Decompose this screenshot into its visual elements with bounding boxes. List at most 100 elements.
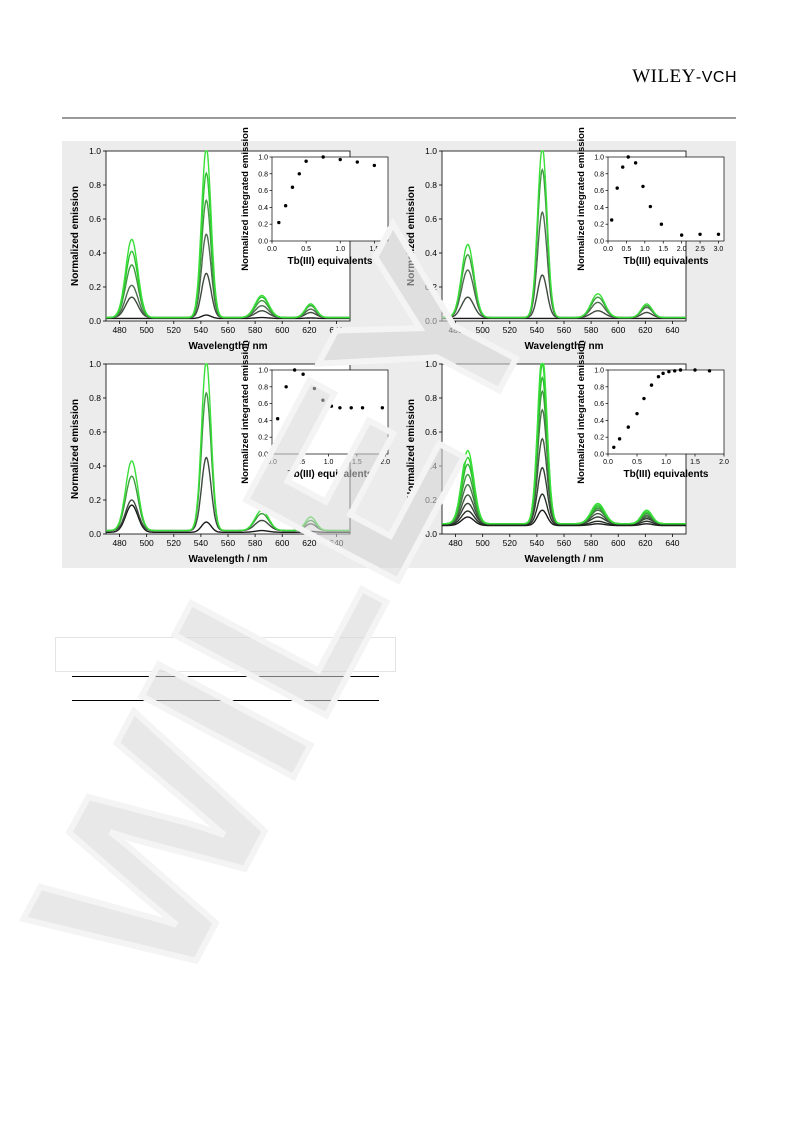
inset-x-tick-label: 2.5 (695, 246, 705, 253)
inset-frame (607, 156, 725, 242)
inset-point (321, 155, 325, 159)
x-tick-label: 540 (194, 325, 208, 335)
x-tick-label: 580 (584, 538, 598, 548)
y-tick-label: 0.6 (89, 214, 101, 224)
inset-x-tick-label: 0.5 (295, 459, 305, 466)
inset-frame (271, 369, 389, 455)
x-tick-label: 580 (584, 325, 598, 335)
y-tick-label: 0.6 (89, 427, 101, 437)
publisher-logo: WILEY-VCH (632, 66, 737, 88)
spectrum-line (106, 314, 350, 320)
inset-point (617, 437, 622, 441)
x-tick-label: 520 (503, 325, 517, 335)
inset-point (312, 386, 317, 391)
x-axis-label: Wavelength / nm (524, 554, 603, 565)
inset-y-tick-label: 0.4 (258, 418, 268, 425)
y-axis-label: Normalized emission (406, 186, 417, 286)
inset-x-tick-label: 1.0 (335, 246, 345, 253)
inset-x-tick-label: 1.0 (324, 459, 334, 466)
y-tick-label: 0.6 (425, 214, 437, 224)
y-tick-label: 0.2 (89, 495, 101, 505)
inset-x-tick-label: 0.5 (301, 246, 311, 253)
inset-point (673, 369, 677, 373)
inset-point (304, 159, 308, 163)
y-tick-label: 0.6 (425, 427, 437, 437)
x-tick-label: 620 (638, 325, 652, 335)
x-tick-label: 540 (194, 538, 208, 548)
inset-point (633, 161, 638, 165)
x-tick-label: 520 (167, 325, 181, 335)
inset-point (659, 222, 664, 226)
inset-frame (607, 369, 725, 455)
x-tick-label: 640 (665, 325, 679, 335)
inset-point (321, 398, 325, 402)
figure: 480 500 520 540 560 580 600 620 640 0.0 0.2 0.4 0.6 0… (62, 127, 736, 568)
y-axis-label: Normalized emission (406, 399, 417, 499)
y-axis-label: Normalized emission (70, 186, 81, 286)
y-tick-label: 0.4 (89, 248, 101, 258)
inset-point (642, 396, 646, 401)
x-axis-label: Wavelength / nm (188, 554, 267, 565)
spectrum-line (442, 493, 686, 526)
x-tick-label: 520 (167, 538, 181, 548)
x-tick-label: 600 (611, 538, 625, 548)
x-axis-label: Wavelength / nm (524, 341, 603, 352)
inset-y-tick-label: 0.4 (594, 205, 604, 212)
panel-c-chart: 480 500 520 540 560 580 600 620 640 0.0 0.2 0.4 0.6 0… (70, 340, 390, 565)
x-tick-label: 500 (140, 538, 154, 548)
inset-point (292, 368, 297, 372)
x-tick-label: 620 (302, 325, 316, 335)
inset-point (656, 375, 661, 379)
inset-y-tick-label: 0.6 (258, 188, 268, 195)
panel-b: 480 500 520 540 560 580 600 620 640 0.0 0.2 0.4 0.6 0… (398, 127, 734, 354)
inset-y-axis-label: Normalized integrated emission (576, 340, 587, 484)
x-tick-label: 560 (557, 538, 571, 548)
inset-x-tick-label: 1.5 (690, 459, 700, 466)
inset-x-tick-label: 1.0 (661, 459, 671, 466)
inset-y-axis-label: Normalized integrated emission (240, 127, 251, 271)
x-tick-label: 480 (448, 325, 462, 335)
inset-y-tick-label: 0.8 (258, 384, 268, 391)
x-tick-label: 620 (638, 538, 652, 548)
inset-x-tick-label: 1.5 (658, 246, 668, 253)
inset-point (679, 233, 684, 237)
inset-point (667, 369, 671, 374)
inset-point (284, 385, 288, 389)
inset-point (380, 406, 385, 410)
x-tick-label: 600 (275, 538, 289, 548)
inset-point (649, 383, 654, 387)
inset-y-tick-label: 0.6 (594, 401, 604, 408)
inset-point (626, 155, 630, 159)
panel-c: 480 500 520 540 560 580 600 620 640 0.0 0.2 0.4 0.6 0… (62, 340, 398, 567)
inset-y-tick-label: 0.0 (594, 239, 604, 246)
inset-y-tick-label: 1.0 (258, 368, 268, 375)
y-tick-label: 0.8 (89, 393, 101, 403)
inset-point (301, 372, 305, 376)
x-tick-label: 560 (221, 325, 235, 335)
y-tick-label: 0.8 (89, 180, 101, 190)
spectrum-line (442, 363, 686, 525)
x-tick-label: 580 (248, 538, 262, 548)
inset-point (349, 406, 353, 410)
inset-y-tick-label: 1.0 (258, 155, 268, 162)
inset-point (693, 368, 697, 372)
inset-x-axis-label: Tb(III) equivalents (623, 256, 708, 267)
x-tick-label: 640 (665, 538, 679, 548)
x-tick-label: 560 (557, 325, 571, 335)
inset-point (372, 163, 377, 168)
inset-y-tick-label: 0.6 (594, 188, 604, 195)
spectrum-line (442, 150, 686, 319)
inset-y-tick-label: 0.8 (594, 384, 604, 391)
inset-y-tick-label: 0.0 (258, 452, 268, 459)
inset-x-tick-label: 1.0 (640, 246, 650, 253)
spectrum-line (106, 504, 350, 533)
y-tick-label: 0.2 (425, 495, 437, 505)
inset-x-tick-label: 0.0 (603, 246, 613, 253)
inset-x-tick-label: 0.0 (267, 459, 277, 466)
inset-x-tick-label: 0.5 (632, 459, 642, 466)
inset-point (297, 172, 301, 176)
caption-box (55, 637, 396, 672)
logo-suffix: -VCH (695, 69, 737, 86)
inset-y-tick-label: 0.2 (594, 222, 604, 229)
spectrum-line (442, 509, 686, 527)
